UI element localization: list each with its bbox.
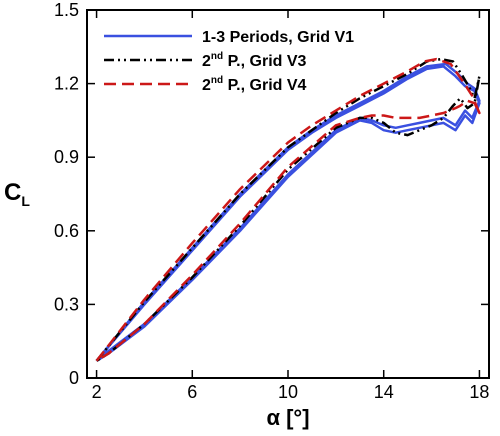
y-tick-label: 0.9 [54, 147, 79, 167]
y-axis-label-sub: L [21, 193, 30, 209]
y-tick-label: 0.3 [54, 294, 79, 314]
series-1-loop-2 [95, 62, 481, 362]
y-tick-label: 0 [69, 368, 79, 388]
series-2-loop-1 [95, 57, 481, 362]
series-1 [95, 62, 481, 362]
series-1-loop-1 [95, 65, 481, 362]
y-tick-label: 1.2 [54, 74, 79, 94]
y-tick-label: 1.5 [54, 0, 79, 20]
y-tick-label: 0.6 [54, 221, 79, 241]
x-tick-label: 6 [187, 382, 197, 402]
legend-label-3: 2nd P., Grid V4 [202, 75, 307, 94]
x-tick-label: 10 [278, 382, 298, 402]
legend-label-1: 1-3 Periods, Grid V1 [202, 29, 354, 46]
x-tick-label: 2 [92, 382, 102, 402]
plot-area: 2 6 10 14 18 0 0.3 0.6 0.9 1.2 1.5 [54, 0, 490, 402]
legend: 1-3 Periods, Grid V1 2nd P., Grid V3 2nd P… [104, 29, 354, 94]
series-layer [95, 57, 481, 362]
y-axis-label-main: C [4, 179, 21, 206]
legend-label-2: 2nd P., Grid V3 [202, 51, 307, 70]
x-tick-label: 18 [469, 382, 489, 402]
series-3 [95, 57, 481, 362]
series-2 [95, 57, 481, 362]
series-3-loop-1 [95, 57, 481, 362]
x-axis-label: α [°] [266, 405, 309, 430]
x-tick-label: 14 [374, 382, 394, 402]
y-axis-label: CL [4, 179, 30, 209]
ticks-layer: 2 6 10 14 18 0 0.3 0.6 0.9 1.2 1.5 [54, 0, 489, 402]
